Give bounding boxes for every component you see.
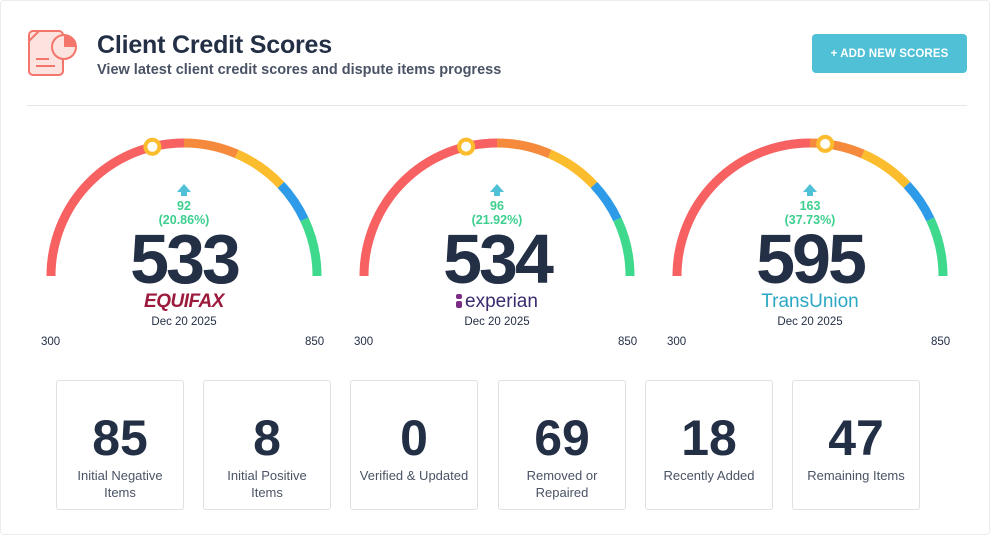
stat-label: Initial Positive Items — [227, 468, 307, 500]
stat-value: 69 — [534, 410, 590, 466]
arrow-up-icon — [177, 184, 191, 192]
stat-initial-positive-items: 8 Initial Positive Items — [203, 380, 331, 510]
stat-label: Remaining Items — [807, 468, 905, 483]
gauge-segment — [860, 149, 911, 189]
gauge-segment — [926, 217, 948, 277]
range-min-label: 300 — [354, 336, 374, 348]
range-max-label: 850 — [931, 336, 951, 348]
arrow-up-icon — [490, 184, 504, 192]
score-date: Dec 20 2025 — [777, 316, 843, 328]
stat-label: Verified & Updated — [359, 468, 469, 483]
range-max-label: 850 — [305, 336, 325, 348]
score-change-percent: (37.73%) — [784, 213, 836, 227]
gauge-segment — [672, 138, 811, 277]
stat-value: 8 — [253, 410, 281, 466]
score-date: Dec 20 2025 — [151, 316, 217, 328]
stat-value: 0 — [400, 410, 428, 466]
gauge-arc-transunion — [672, 134, 948, 277]
score-change: 163 — [799, 199, 821, 213]
gauge-segment — [903, 181, 935, 222]
stat-value: 47 — [828, 410, 884, 466]
gauge-marker — [816, 134, 835, 153]
stat-recently-added: 18 Recently Added — [645, 380, 773, 510]
stat-remaining-items: 47 Remaining Items — [792, 380, 920, 510]
header-divider — [27, 105, 967, 106]
score-date: Dec 20 2025 — [464, 316, 530, 328]
gauge-arc-experian — [359, 137, 635, 277]
credit-score: 533 — [130, 220, 241, 298]
transunion-logo: TransUnion — [761, 291, 859, 312]
experian-dots-icon — [456, 294, 463, 308]
gauge-segment — [496, 138, 552, 159]
gauge-segment — [809, 138, 865, 159]
range-max-label: 850 — [618, 336, 638, 348]
score-change-percent: (20.86%) — [158, 213, 210, 227]
stat-value: 85 — [92, 410, 148, 466]
gauge-segment — [300, 217, 322, 277]
gauge-marker — [457, 137, 476, 156]
gauge-segment — [547, 149, 598, 189]
gauge-segment — [613, 217, 635, 277]
credit-score: 595 — [756, 220, 867, 298]
experian-logo: experian — [347, 291, 647, 315]
stat-label: Recently Added — [663, 468, 755, 483]
stat-verified-updated: 0 Verified & Updated — [350, 380, 478, 510]
stat-label: Initial Negative Items — [77, 468, 163, 500]
score-change: 92 — [177, 199, 191, 213]
add-new-scores-button[interactable]: + ADD NEW SCORES — [812, 34, 967, 73]
gauge-marker — [143, 137, 162, 156]
range-min-label: 300 — [41, 336, 61, 348]
equifax-logo: EQUIFAX — [144, 291, 224, 312]
gauge-equifax: 92 (20.86%) 533 EQUIFAX Dec 20 2025 300 … — [34, 131, 334, 351]
gauge-segment — [183, 138, 239, 159]
credit-score: 534 — [443, 220, 554, 298]
gauge-arc-equifax — [46, 137, 322, 277]
range-min-label: 300 — [667, 336, 687, 348]
stat-initial-negative-items: 85 Initial Negative Items — [56, 380, 184, 510]
score-change-percent: (21.92%) — [471, 213, 523, 227]
gauge-segment — [234, 149, 285, 189]
stat-removed-repaired: 69 Removed or Repaired — [498, 380, 626, 510]
stat-label: Removed or Repaired — [526, 468, 598, 500]
page-title: Client Credit Scores — [97, 31, 332, 59]
gauge-segment — [590, 181, 622, 222]
stat-value: 18 — [681, 410, 737, 466]
gauge-experian: 96 (21.92%) 534 experian Dec 20 2025 300… — [347, 131, 647, 351]
arrow-up-icon — [803, 184, 817, 192]
score-change: 96 — [490, 199, 504, 213]
page-subtitle: View latest client credit scores and dis… — [97, 62, 502, 78]
gauge-transunion: 163 (37.73%) 595 TransUnion Dec 20 2025 … — [660, 131, 960, 351]
gauge-segment — [277, 181, 309, 222]
credit-report-icon — [28, 30, 77, 76]
